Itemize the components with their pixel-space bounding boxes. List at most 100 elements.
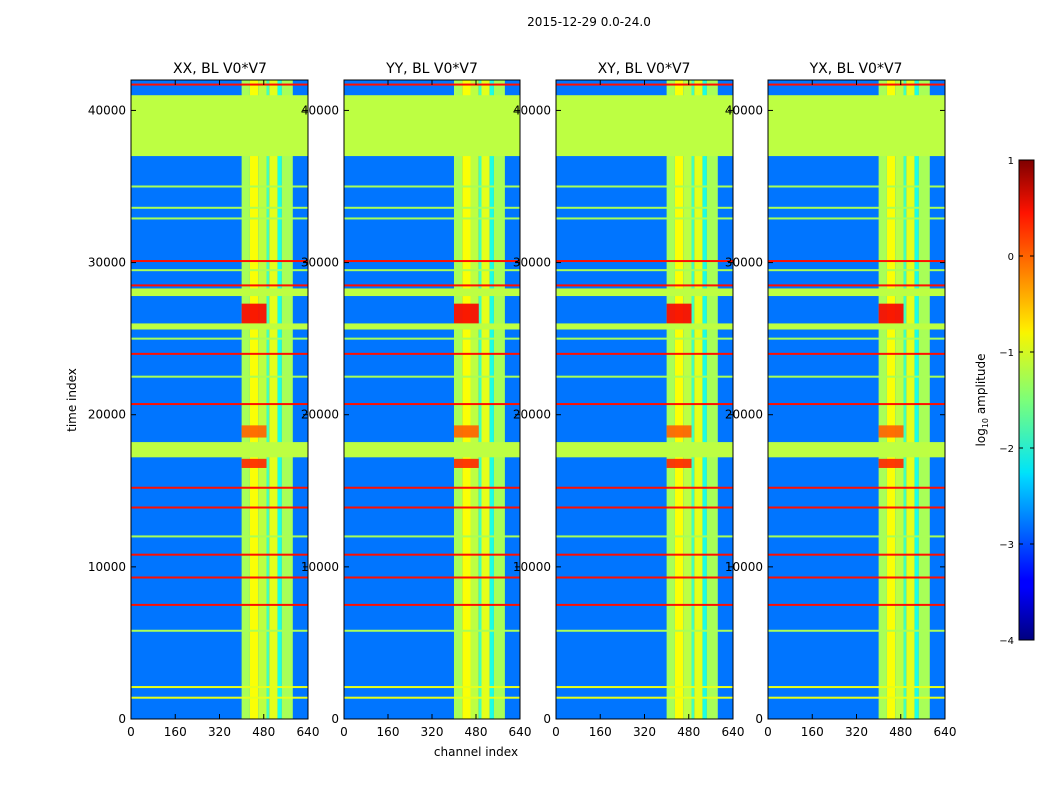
- rfi-time-line: [768, 696, 945, 699]
- x-tick-label: 0: [127, 725, 135, 739]
- rfi-time-line: [768, 506, 945, 509]
- x-tick-label: 640: [297, 725, 320, 739]
- y-tick-label: 0: [543, 712, 551, 726]
- rfi-time-line: [556, 686, 733, 689]
- panel-xy: XY, BL V0*V7 0 160 320 480 640 0 10000 20000 30…: [513, 61, 745, 739]
- rfi-time-line: [344, 217, 520, 220]
- x-tick-label: 640: [722, 725, 745, 739]
- rfi-time-line: [131, 284, 308, 287]
- y-tick-label: 10000: [301, 560, 339, 574]
- rfi-time-line: [344, 375, 520, 378]
- channel-band: [683, 80, 692, 719]
- rfi-time-line: [344, 352, 520, 355]
- rfi-time-line: [344, 535, 520, 538]
- x-tick-label: 0: [552, 725, 560, 739]
- rfi-time-line: [344, 696, 520, 699]
- channel-band: [914, 80, 919, 719]
- y-axis: 0 10000 20000 30000 40000: [88, 103, 308, 726]
- rfi-time-line: [556, 696, 733, 699]
- y-tick-label: 10000: [725, 560, 763, 574]
- y-tick-label: 20000: [513, 408, 551, 422]
- x-tick-label: 160: [589, 725, 612, 739]
- rfi-time-line: [131, 486, 308, 489]
- rfi-time-line: [131, 629, 308, 632]
- rfi-time-line: [556, 284, 733, 287]
- colorbar: 10−1−2−3−4 log10 amplitude: [974, 156, 1035, 647]
- rfi-time-line: [344, 185, 520, 188]
- rfi-time-line: [131, 403, 308, 406]
- masked-block: [768, 288, 945, 297]
- rfi-time-line: [344, 553, 520, 556]
- colorbar-label: log10 amplitude: [974, 354, 990, 447]
- rfi-time-line: [131, 535, 308, 538]
- y-tick-label: 10000: [513, 560, 551, 574]
- x-tick-label: 160: [377, 725, 400, 739]
- channel-band: [470, 80, 479, 719]
- y-tick-label: 40000: [301, 103, 339, 117]
- rfi-time-line: [768, 260, 945, 263]
- rfi-time-line: [344, 206, 520, 209]
- y-tick-label: 40000: [513, 103, 551, 117]
- rfi-time-line: [768, 375, 945, 378]
- rfi-time-line: [768, 403, 945, 406]
- rfi-time-line: [556, 576, 733, 579]
- y-tick-label: 0: [755, 712, 763, 726]
- heatmap-image: [768, 80, 945, 719]
- rfi-time-line: [131, 686, 308, 689]
- y-tick-label: 40000: [725, 103, 763, 117]
- rfi-time-line: [768, 535, 945, 538]
- rfi-time-line: [768, 206, 945, 209]
- rfi-time-line: [556, 403, 733, 406]
- y-tick-label: 0: [331, 712, 339, 726]
- colorbar-tick-label: −3: [999, 540, 1014, 551]
- rfi-time-line: [556, 553, 733, 556]
- y-tick-label: 20000: [725, 408, 763, 422]
- panel-title: YX, BL V0*V7: [809, 61, 903, 77]
- panel-xx: XX, BL V0*V7 0 160 320 480 640 0 10000 20000 30…: [88, 61, 320, 739]
- channel-band: [258, 80, 267, 719]
- y-tick-label: 40000: [88, 103, 126, 117]
- rfi-time-line: [556, 629, 733, 632]
- masked-block: [768, 442, 945, 458]
- x-tick-label: 0: [340, 725, 348, 739]
- rfi-time-line: [131, 696, 308, 699]
- heatmap-image: [131, 80, 308, 719]
- colorbar-tick-label: −1: [999, 348, 1014, 359]
- rfi-time-line: [131, 269, 308, 272]
- rfi-time-line: [344, 576, 520, 579]
- channel-band: [674, 80, 684, 719]
- channel-band: [493, 80, 505, 719]
- hot-band-region: [454, 303, 479, 324]
- x-axis-label: channel index: [434, 745, 518, 759]
- figure-suptitle: 2015-12-29 0.0-24.0: [527, 15, 651, 29]
- masked-block: [131, 323, 308, 330]
- rfi-time-line: [131, 553, 308, 556]
- hot-band-region: [241, 425, 267, 438]
- y-axis: 0 10000 20000 30000 40000: [513, 103, 733, 726]
- channel-band: [878, 80, 887, 719]
- colorbar-label-main: log: [974, 428, 988, 446]
- rfi-time-line: [131, 352, 308, 355]
- rfi-time-line: [344, 506, 520, 509]
- y-axis-label: time index: [65, 368, 79, 432]
- hot-band-region: [241, 303, 267, 324]
- channel-band: [702, 80, 707, 719]
- y-axis: 0 10000 20000 30000 40000: [725, 103, 945, 726]
- hot-band-region: [666, 458, 692, 468]
- channel-band: [691, 80, 695, 719]
- hot-band-region: [878, 458, 904, 468]
- x-tick-label: 640: [509, 725, 532, 739]
- y-axis: 0 10000 20000 30000 40000: [301, 103, 520, 726]
- panel-title: XY, BL V0*V7: [598, 61, 691, 77]
- colorbar-tick-label: 0: [1008, 252, 1014, 263]
- y-tick-label: 30000: [88, 256, 126, 270]
- rfi-time-line: [131, 576, 308, 579]
- channel-band: [241, 80, 250, 719]
- rfi-time-line: [556, 260, 733, 263]
- rfi-time-line: [344, 337, 520, 340]
- channel-band: [895, 80, 904, 719]
- heatmap-image: [344, 80, 520, 719]
- hot-band-region: [666, 425, 692, 438]
- x-tick-label: 640: [934, 725, 957, 739]
